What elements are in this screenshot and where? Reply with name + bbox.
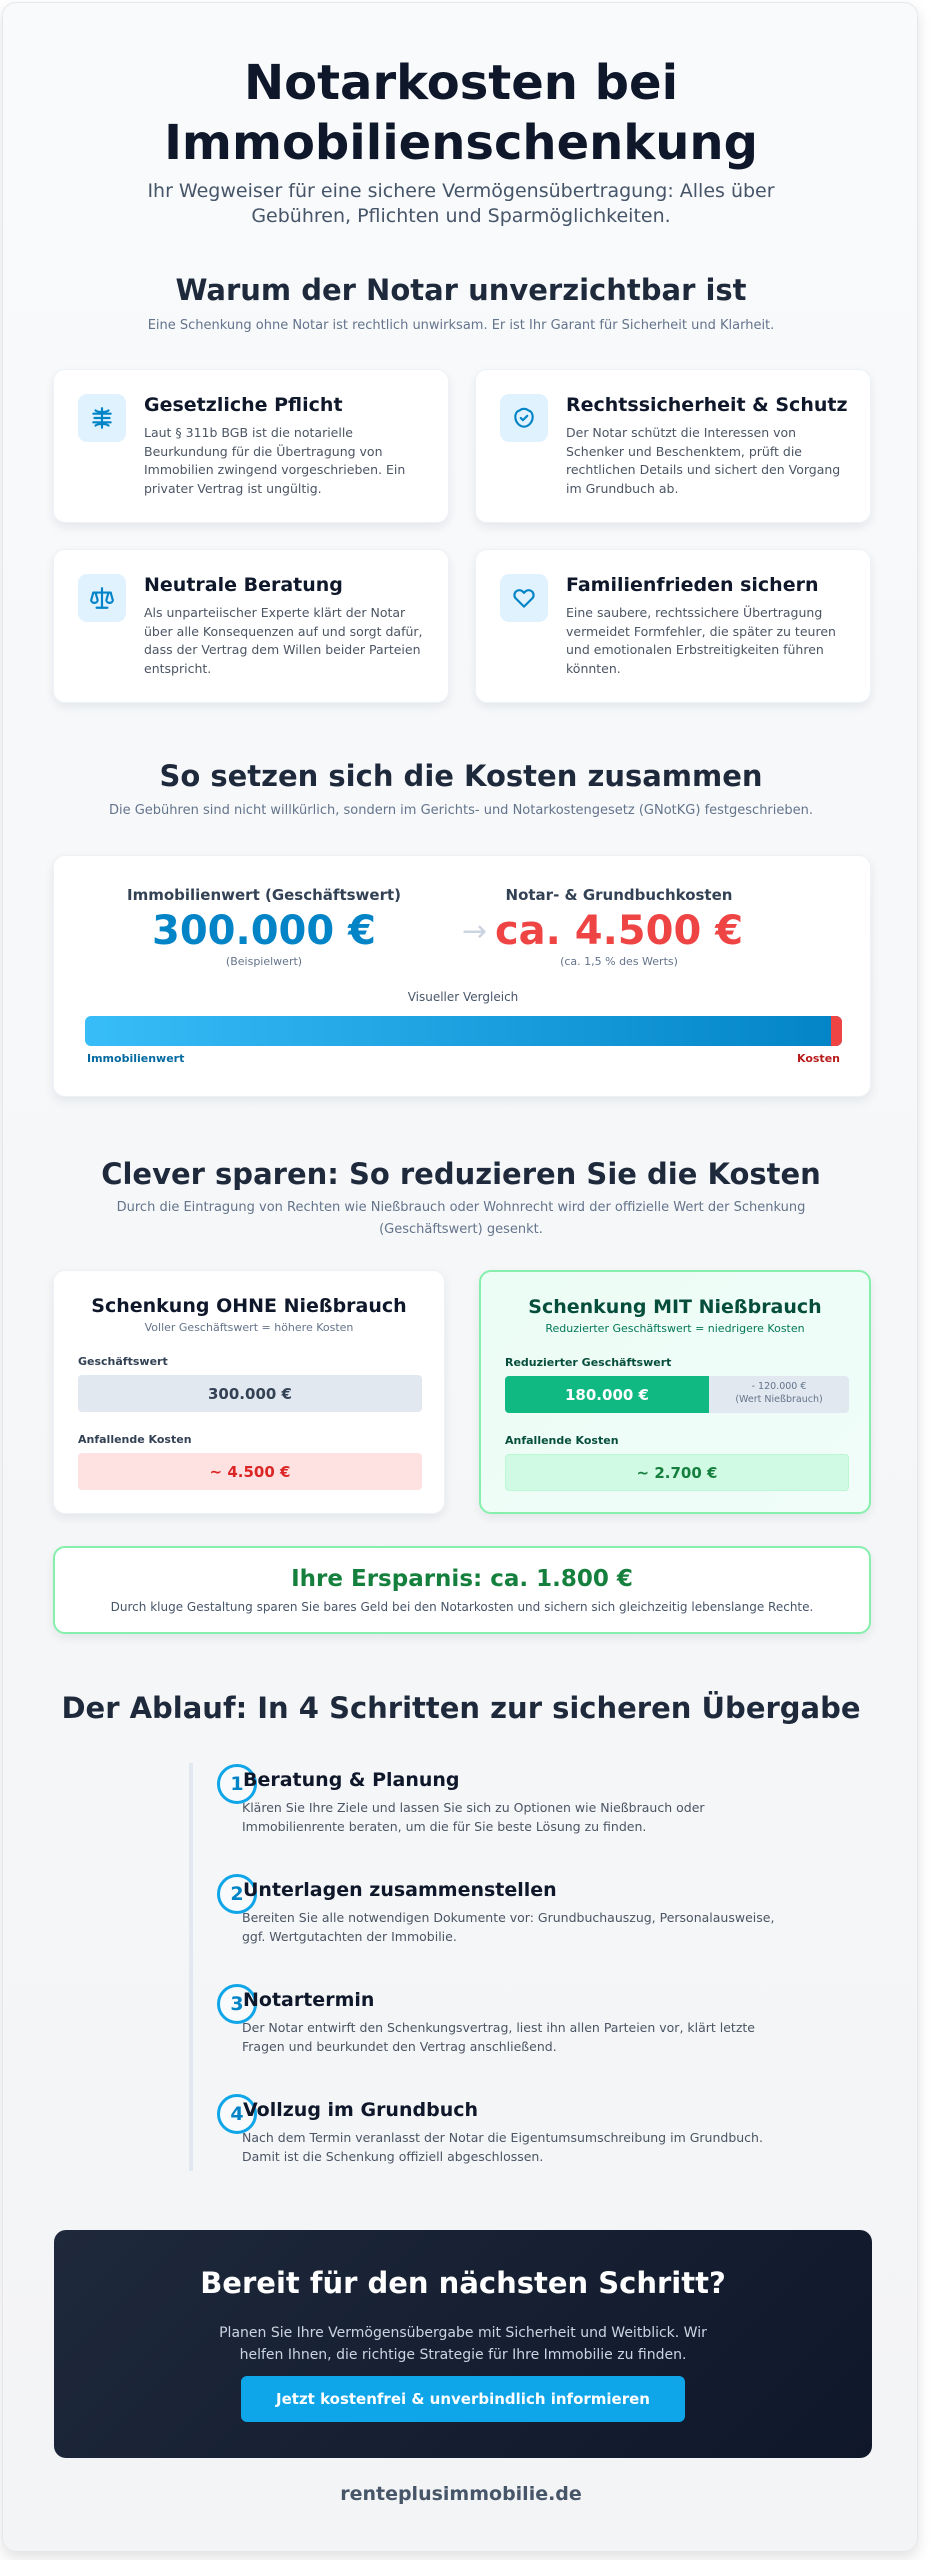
property-value-note: (Beispielwert) [225, 955, 303, 968]
why-subtitle: Eine Schenkung ohne Notar ist rechtlich … [147, 318, 775, 333]
notary-costs-label: Notar- & Grundbuchkosten [505, 886, 733, 904]
cta-info-button[interactable]: Jetzt kostenfrei & unverbindlich informi… [241, 2376, 685, 2422]
page-title: Notarkosten bei Immobilienschenkung [164, 55, 758, 171]
feature-text: Als unparteiischer Experte klärt der Not… [144, 605, 423, 676]
cta-panel: Bereit für den nächsten Schritt? Planen … [54, 2230, 872, 2458]
feature-text: Der Notar schützt die Interessen von Sch… [566, 425, 841, 496]
bar-left-label: Immobilienwert [87, 1052, 185, 1065]
costs-subtitle: Die Gebühren sind nicht willkürlich, son… [108, 803, 814, 818]
feature-title: Rechtssicherheit & Schutz [566, 394, 848, 416]
comparison-card-with: Schenkung MIT Nießbrauch Reduzierter Ges… [479, 1270, 871, 1514]
savings-card: Ihre Ersparnis: ca. 1.800 € Durch kluge … [53, 1546, 871, 1634]
comparison-subtitle: Reduzierter Geschäftswert = niedrigere K… [545, 1322, 805, 1335]
step-number-badge: 4 [217, 2094, 257, 2134]
usufruct-deduction-note: (Wert Nießbrauch) [735, 1394, 823, 1405]
save-subtitle: Durch die Eintragung von Rechten wie Nie… [116, 1200, 806, 1237]
step-title: Notartermin [243, 1989, 375, 2011]
value-label: Reduzierter Geschäftswert [505, 1356, 672, 1369]
step-text: Nach dem Termin veranlasst der Notar die… [242, 2130, 763, 2164]
step-title: Unterlagen zusammenstellen [243, 1879, 557, 1901]
page-container: Notarkosten bei Immobilienschenkung Ihr … [2, 2, 918, 2552]
reduced-value-bar: 180.000 € - 120.000 € (Wert Nießbrauch) [505, 1376, 849, 1413]
step-title: Beratung & Planung [243, 1769, 460, 1791]
notary-costs-note: (ca. 1,5 % des Werts) [560, 955, 678, 968]
step-number-badge: 3 [217, 1984, 257, 2024]
property-value-label: Immobilienwert (Geschäftswert) [126, 886, 402, 904]
feature-text: Eine saubere, rechtssichere Übertragung … [566, 605, 836, 676]
legal-duty-icon [78, 394, 126, 442]
property-value: 300.000 € [152, 908, 376, 954]
cost-box: ~ 2.700 € [505, 1454, 849, 1491]
costs-heading: So setzen sich die Kosten zusammen [159, 759, 763, 793]
feature-title: Neutrale Beratung [144, 574, 343, 596]
comparison-bar [85, 1016, 842, 1046]
step-number-badge: 1 [217, 1764, 257, 1804]
cta-text: Planen Sie Ihre Vermögensübergabe mit Si… [219, 2325, 707, 2363]
comparison-title: Schenkung OHNE Nießbrauch [91, 1295, 407, 1317]
timeline-line [189, 1763, 193, 2171]
savings-text: Durch kluge Gestaltung sparen Sie bares … [110, 1600, 814, 1614]
feature-title: Familienfrieden sichern [566, 574, 819, 596]
feature-card-legal-security: Rechtssicherheit & Schutz Der Notar schü… [475, 369, 871, 523]
comparison-subtitle: Voller Geschäftswert = höhere Kosten [144, 1321, 354, 1334]
step-text: Der Notar entwirft den Schenkungsvertrag… [242, 2020, 755, 2054]
comparison-card-without: Schenkung OHNE Nießbrauch Voller Geschäf… [53, 1270, 445, 1514]
heart-icon [500, 574, 548, 622]
save-heading: Clever sparen: So reduzieren Sie die Kos… [101, 1157, 821, 1191]
reduced-value: 180.000 € [505, 1376, 709, 1413]
step-text: Klären Sie Ihre Ziele und lassen Sie sic… [242, 1800, 705, 1834]
steps-heading: Der Ablauf: In 4 Schritten zur sicheren … [61, 1691, 861, 1725]
savings-title: Ihre Ersparnis: ca. 1.800 € [291, 1566, 633, 1592]
page-subtitle: Ihr Wegweiser für eine sichere Vermögens… [147, 180, 775, 227]
step-text: Bereiten Sie alle notwendigen Dokumente … [242, 1910, 775, 1944]
notary-costs-value: ca. 4.500 € [494, 908, 744, 954]
cta-title: Bereit für den nächsten Schritt? [200, 2266, 726, 2300]
cost-label: Anfallende Kosten [505, 1434, 619, 1447]
footer-domain-link[interactable]: renteplusimmobilie.de [340, 2483, 582, 2505]
arrow-right-icon: → [462, 914, 488, 949]
usufruct-deduction: - 120.000 € [751, 1381, 807, 1392]
value-box: 300.000 € [78, 1375, 422, 1412]
value-label: Geschäftswert [78, 1355, 168, 1368]
cost-breakdown-card: Immobilienwert (Geschäftswert) 300.000 €… [53, 855, 871, 1097]
visual-comparison-label: Visueller Vergleich [407, 990, 519, 1004]
feature-title: Gesetzliche Pflicht [144, 394, 343, 416]
cost-box: ~ 4.500 € [78, 1453, 422, 1490]
feature-card-family-peace: Familienfrieden sichern Eine saubere, re… [475, 549, 871, 703]
comparison-title: Schenkung MIT Nießbrauch [528, 1296, 822, 1318]
step-title: Vollzug im Grundbuch [243, 2099, 479, 2121]
shield-check-icon [500, 394, 548, 442]
feature-text: Laut § 311b BGB ist die notarielle Beurk… [144, 425, 406, 496]
step-number-badge: 2 [217, 1874, 257, 1914]
why-heading: Warum der Notar unverzichtbar ist [175, 273, 747, 307]
comparison-bar-cost-segment [831, 1016, 842, 1046]
cost-label: Anfallende Kosten [78, 1433, 192, 1446]
feature-card-neutral-advice: Neutrale Beratung Als unparteiischer Exp… [53, 549, 449, 703]
scales-icon [78, 574, 126, 622]
feature-card-legal-duty: Gesetzliche Pflicht Laut § 311b BGB ist … [53, 369, 449, 523]
bar-right-label: Kosten [797, 1052, 840, 1065]
